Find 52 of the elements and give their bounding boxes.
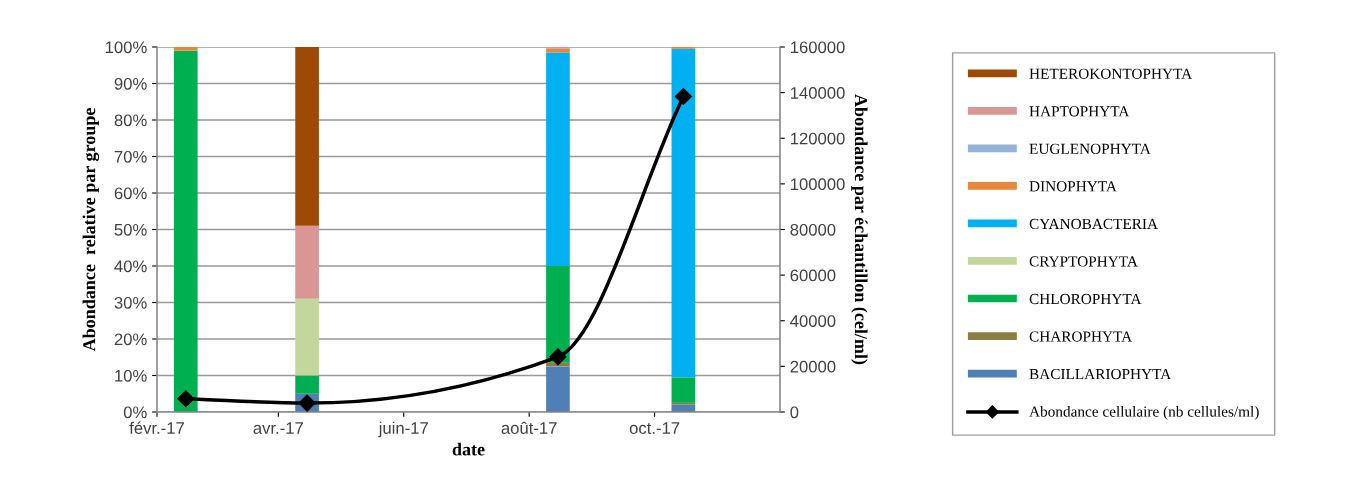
legend-label: HAPTOPHYTA	[1029, 106, 1130, 117]
legend-label: Abondance cellulaire (nb cellules/ml)	[1029, 405, 1259, 420]
y-tick-label: 20%	[114, 333, 147, 346]
y-tick-label: 30%	[114, 296, 147, 309]
y-tick-label: 100%	[105, 41, 147, 54]
y-tick-label: 50%	[114, 223, 147, 236]
y-tick-label: 80%	[114, 114, 147, 127]
y2-tick-label: 60000	[790, 269, 836, 282]
x-tick-label: oct.-17	[629, 422, 680, 434]
legend-label: CHLOROPHYTA	[1029, 293, 1142, 305]
legend-label: CRYPTOPHYTA	[1029, 256, 1138, 267]
legend-label: DINOPHYTA	[1029, 181, 1117, 192]
y-tick-label: 90%	[114, 77, 147, 90]
y-tick-label: 0%	[123, 406, 147, 419]
x-axis-title: date	[452, 442, 485, 456]
bar	[173, 47, 198, 51]
y2-tick-label: 120000	[790, 132, 845, 145]
legend-label: CHAROPHYTA	[1029, 331, 1133, 342]
y2-tick-label: 160000	[790, 41, 845, 54]
bar	[295, 375, 319, 394]
bar	[173, 50, 198, 412]
bar	[546, 266, 570, 363]
y2-tick-label: 100000	[790, 178, 845, 191]
bar	[671, 377, 696, 403]
bar	[671, 48, 696, 378]
y-tick-label: 10%	[115, 369, 147, 382]
legend-label: BACILLARIOPHYTA	[1029, 368, 1172, 380]
bar	[295, 47, 319, 226]
x-tick-label: févr.-17	[129, 421, 184, 434]
bar	[546, 366, 570, 412]
y-tick-label: 40%	[114, 260, 147, 273]
x-tick-label: juin-17	[378, 421, 428, 438]
y-axis-title: Abondance relative par groupe	[82, 108, 100, 352]
bar	[546, 52, 570, 266]
y2-tick-label: 80000	[790, 223, 836, 236]
legend-label: CYANOBACTERIA	[1029, 218, 1158, 230]
point	[177, 390, 195, 408]
point	[549, 348, 567, 366]
bar	[295, 225, 319, 299]
point	[674, 87, 692, 106]
legend-label: HETEROKONTOPHYTA	[1029, 68, 1193, 79]
y2-tick-label: 20000	[790, 360, 836, 373]
y2-tick-label: 0	[790, 406, 799, 419]
y-tick-label: 60%	[114, 187, 147, 200]
y2-tick-label: 140000	[790, 87, 845, 99]
bar	[295, 298, 319, 376]
y2-tick-label: 40000	[790, 315, 836, 327]
x-tick-label: août-17	[501, 421, 557, 434]
y2-axis-title: Abondance par échantillon (cel/ml)	[851, 94, 868, 365]
y-tick-label: 70%	[114, 150, 147, 163]
x-tick-label: avr.-17	[253, 422, 303, 434]
legend-label: EUGLENOPHYTA	[1029, 143, 1151, 154]
